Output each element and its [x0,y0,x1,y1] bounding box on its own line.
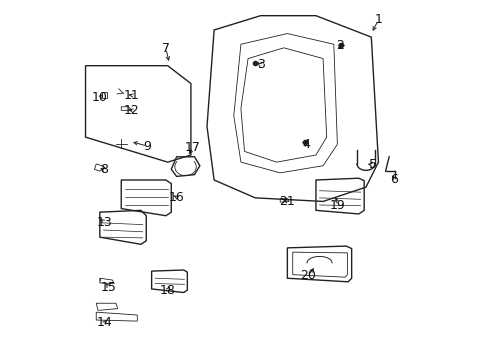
Text: 5: 5 [368,158,376,171]
Text: 16: 16 [168,191,184,204]
Text: 9: 9 [143,140,151,153]
Text: 20: 20 [300,269,315,282]
Text: 14: 14 [97,316,112,329]
Text: 7: 7 [162,42,169,55]
Text: 13: 13 [97,216,112,229]
Text: 17: 17 [184,141,200,154]
Text: 10: 10 [92,91,107,104]
Text: 12: 12 [124,104,140,117]
Text: 8: 8 [100,163,108,176]
Text: 4: 4 [302,138,309,151]
Text: 2: 2 [336,39,344,52]
Text: 19: 19 [329,199,345,212]
Text: 11: 11 [124,89,140,102]
Text: 18: 18 [160,284,175,297]
Text: 6: 6 [390,173,398,186]
Text: 1: 1 [374,13,382,27]
Text: 21: 21 [279,195,295,208]
Text: 3: 3 [256,58,264,72]
Text: 15: 15 [101,281,117,294]
